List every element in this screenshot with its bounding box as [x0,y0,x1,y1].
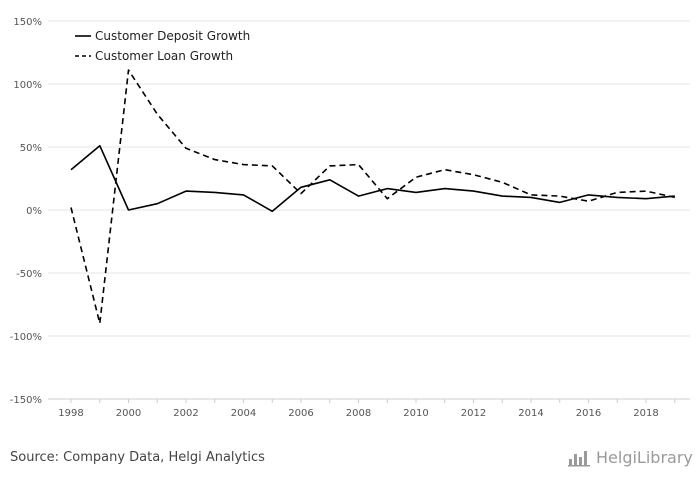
x-tick-label: 2006 [288,408,313,419]
y-tick-label: -100% [10,332,42,343]
x-tick-label: 2004 [231,408,256,419]
x-tick-label: 2018 [633,408,658,419]
x-tick-label: 2014 [518,408,543,419]
y-axis: 150% 100% 50% 0% -50% -100% -150% [10,17,42,406]
legend-label-deposit: Customer Deposit Growth [95,29,250,43]
y-tick-label: -150% [10,395,42,406]
y-tick-label: -50% [16,269,42,280]
y-tick-label: 0% [26,206,42,217]
x-tick-label: 2010 [403,408,428,419]
helgi-library-logo-icon [568,451,590,467]
x-tick-label: 2012 [461,408,486,419]
brand-logo: HelgiLibrary [568,447,693,467]
x-tick-label: 2000 [116,408,141,419]
loan-growth-line [70,69,675,325]
x-axis: 1998 2000 2002 2004 2006 2008 2010 2012 2014 2016… [58,399,676,419]
y-tick-label: 100% [13,80,42,91]
legend: Customer Deposit Growth Customer Loan Gro… [75,29,250,63]
x-tick-label: 2016 [576,408,601,419]
deposit-growth-line [70,144,675,213]
x-tick-label: 2008 [346,408,371,419]
x-tick-label: 1998 [58,408,83,419]
x-tick-label: 2002 [173,408,198,419]
brand-name: HelgiLibrary [596,447,693,467]
series-lines [70,69,675,325]
source-note: Source: Company Data, Helgi Analytics [10,450,265,465]
legend-label-loan: Customer Loan Growth [95,49,233,63]
y-tick-label: 50% [20,143,42,154]
grid-lines [48,20,690,400]
y-tick-label: 150% [13,17,42,28]
